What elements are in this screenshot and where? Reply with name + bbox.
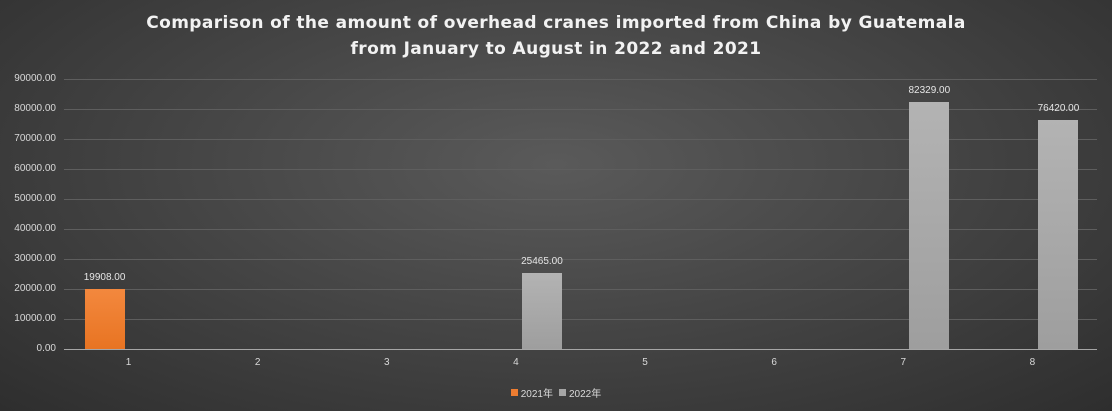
gridline [64,109,1097,110]
legend-swatch-icon [510,389,518,396]
chart-title-line-1: Comparison of the amount of overhead cra… [146,13,966,33]
y-tick-label: 0.00 [36,343,56,354]
gridline [64,79,1097,80]
bar-2021-cat-1 [84,289,125,349]
x-tick-label: 4 [513,357,519,368]
data-label: 76420.00 [1037,102,1080,114]
plot-area: 19908.00 25465.00 82329.00 76420.00 [64,79,1097,350]
chart-title: Comparison of the amount of overhead cra… [0,10,1112,62]
gridline [64,199,1097,200]
legend-item-2021: 2021年 [510,385,553,400]
y-tick-label: 70000.00 [14,133,56,144]
data-label: 82329.00 [908,85,951,96]
bar-2022-cat-7 [909,102,950,349]
x-axis-line [64,349,1097,350]
y-tick-label: 60000.00 [14,163,56,174]
gridline [64,259,1097,260]
bar-2022-cat-8 [1038,119,1079,349]
legend-label: 2021年 [520,389,553,400]
x-tick-label: 1 [125,357,132,368]
gridline [64,289,1097,290]
y-tick-label: 30000.00 [14,253,56,264]
bar-2022-cat-4 [521,272,562,349]
y-tick-label: 10000.00 [14,313,56,324]
y-tick-label: 50000.00 [14,193,56,204]
gridline [64,139,1097,140]
chart-title-line-2: from January to August in 2022 and 2021 [350,39,762,59]
legend-item-2022: 2022年 [559,385,601,400]
x-tick-label: 6 [771,357,777,368]
x-tick-label: 8 [1029,357,1036,368]
y-tick-label: 40000.00 [14,223,56,234]
data-label: 19908.00 [83,272,126,284]
y-tick-label: 90000.00 [14,73,56,84]
data-label: 25465.00 [521,255,563,267]
y-tick-label: 80000.00 [14,103,56,114]
y-tick-label: 20000.00 [14,283,56,294]
x-tick-label: 5 [642,357,648,368]
x-tick-label: 7 [900,357,907,368]
legend-swatch-icon [559,389,566,396]
x-tick-label: 2 [254,357,261,368]
gridline [64,319,1097,320]
x-tick-label: 3 [384,357,390,368]
gridline [64,169,1097,170]
gridline [64,229,1097,230]
legend-label: 2022年 [569,389,602,400]
legend: 2021年 2022年 [0,385,1112,400]
